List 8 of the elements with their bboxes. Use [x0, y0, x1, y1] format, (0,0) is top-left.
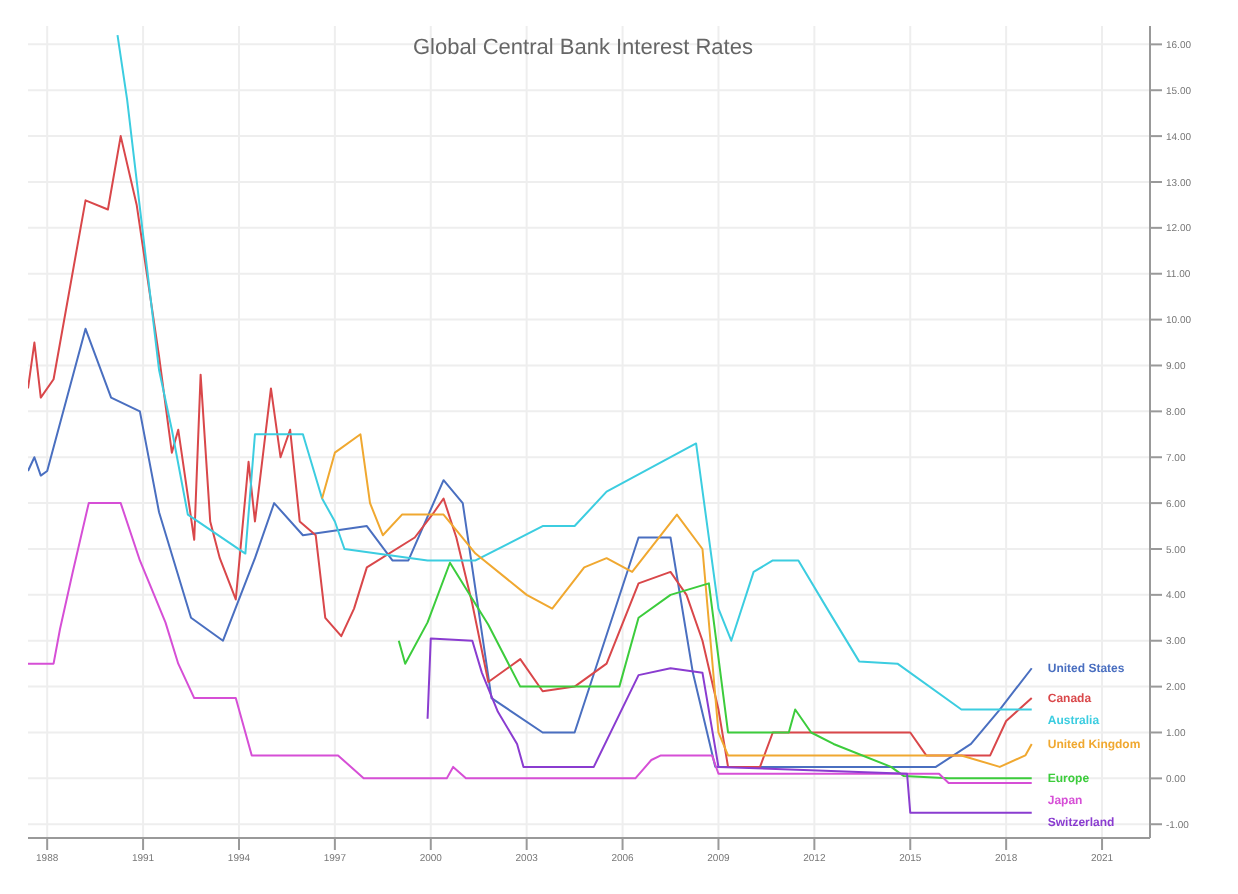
line-series: [426, 637, 1033, 814]
line-series: [28, 327, 1033, 768]
line-series: [321, 433, 1033, 768]
line-series: [116, 34, 1033, 711]
line-series: [28, 135, 1033, 768]
line-series: [397, 561, 1033, 780]
line-series: [28, 502, 1033, 784]
chart-title: Global Central Bank Interest Rates: [411, 36, 755, 60]
